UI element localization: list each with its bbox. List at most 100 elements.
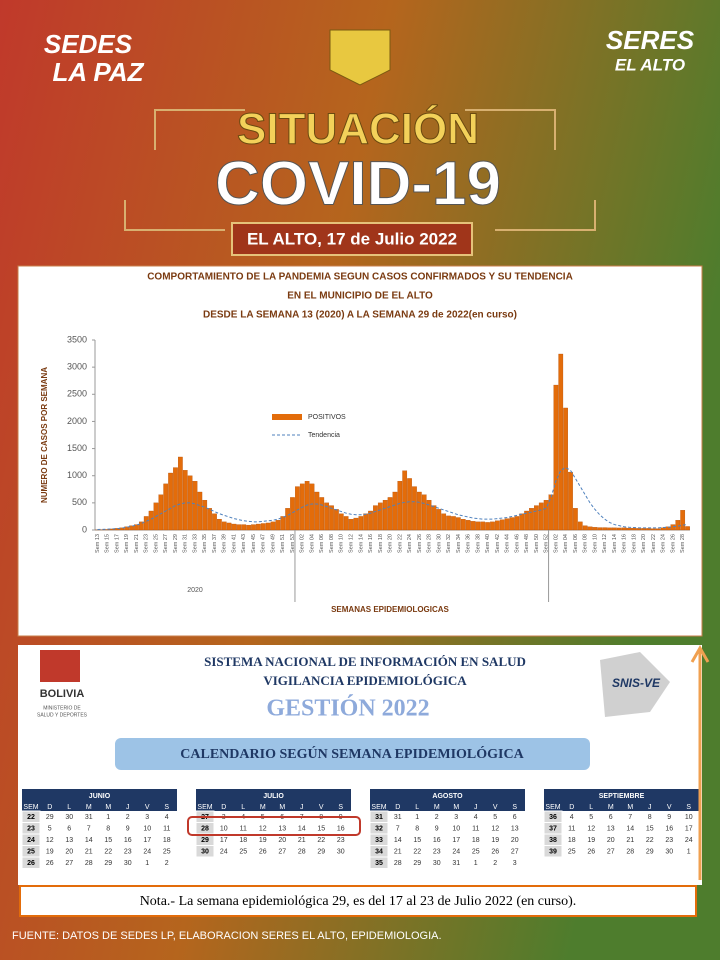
bar (270, 521, 276, 531)
y-tick-label: 2000 (67, 416, 87, 426)
bar (460, 518, 466, 531)
day: 18 (472, 837, 480, 844)
ministry: MINISTERIO DE (43, 705, 81, 711)
day: 13 (65, 837, 73, 844)
day: 7 (87, 825, 91, 832)
bar (612, 527, 617, 531)
month-bar (22, 789, 177, 803)
x-tick-label: Sem 34 (456, 534, 462, 553)
bar (651, 528, 656, 531)
day: 23 (124, 848, 132, 855)
day: 11 (163, 825, 170, 832)
x-tick-label: Sem 24 (661, 534, 667, 553)
day: 1 (415, 814, 419, 821)
day: 5 (589, 814, 593, 821)
x-tick-label: Sem 27 (163, 534, 169, 553)
bar (368, 510, 373, 531)
day: 11 (568, 825, 575, 832)
bar (207, 508, 212, 531)
day-header-bar (370, 803, 525, 811)
day-header: M (608, 804, 614, 811)
current-week-highlight (187, 816, 361, 836)
y-tick-label: 2500 (67, 389, 87, 399)
bar (451, 516, 456, 531)
bar (358, 516, 364, 531)
x-tick-label: Sem 18 (378, 534, 384, 553)
x-tick-label: Sem 24 (407, 534, 413, 553)
bar (680, 510, 686, 531)
week-number: 26 (27, 860, 35, 867)
x-tick-label: Sem 52 (544, 534, 550, 553)
x-tick-label: Sem 38 (475, 534, 481, 553)
bar (519, 513, 525, 531)
day: 22 (413, 848, 421, 855)
frame (124, 109, 596, 231)
day: 30 (337, 848, 345, 855)
day-header: S (512, 804, 517, 811)
day: 21 (394, 848, 402, 855)
x-tick-label: Sem 44 (505, 534, 511, 553)
bar (212, 513, 217, 531)
y-tick-label: 500 (72, 497, 87, 507)
day: 13 (607, 825, 615, 832)
day: 19 (259, 837, 267, 844)
legend-label: POSITIVOS (308, 414, 346, 421)
day: 20 (511, 837, 519, 844)
day: 26 (491, 848, 499, 855)
bar (538, 502, 544, 531)
right-logo: SERES (606, 25, 695, 55)
bar (387, 497, 393, 531)
day: 15 (646, 825, 654, 832)
day: 23 (665, 837, 673, 844)
day: 29 (413, 860, 421, 867)
day: 11 (472, 825, 479, 832)
bar (504, 518, 510, 531)
trend-line (97, 466, 688, 530)
x-tick-label: Sem 26 (417, 534, 423, 553)
x-tick-label: Sem 51 (280, 534, 286, 553)
day: 28 (626, 848, 634, 855)
x-tick-label: Sem 16 (622, 534, 628, 553)
day-header: V (667, 804, 672, 811)
day: 5 (48, 825, 52, 832)
date: EL ALTO, 17 de Julio 2022 (247, 229, 457, 248)
bar (436, 509, 442, 531)
day: 20 (65, 848, 73, 855)
bar (373, 505, 378, 531)
day: 8 (415, 825, 419, 832)
day: 31 (85, 814, 93, 821)
emblem (329, 29, 391, 86)
y-tick-label: 1500 (67, 443, 87, 453)
day-header: M (105, 804, 111, 811)
legend-swatch (272, 414, 302, 420)
right-logo: EL ALTO (615, 55, 685, 74)
x-tick-label: Sem 37 (212, 534, 218, 553)
bar (329, 505, 334, 531)
bar (231, 523, 237, 531)
x-tick-label: Sem 08 (329, 534, 335, 553)
day-header: J (300, 804, 304, 811)
day: 23 (433, 848, 441, 855)
day: 18 (239, 837, 247, 844)
x-tick-label: Sem 22 (397, 534, 403, 553)
bar (509, 517, 515, 531)
day: 15 (413, 837, 421, 844)
day: 4 (165, 814, 169, 821)
day: 1 (106, 814, 110, 821)
x-tick-label: Sem 14 (358, 534, 364, 553)
bar (621, 527, 627, 531)
x-tick-label: Sem 30 (436, 534, 442, 553)
x-tick-label: Sem 28 (680, 534, 686, 553)
bar (465, 520, 471, 531)
bar (597, 527, 603, 531)
bar (217, 518, 222, 531)
day-header: SEM (197, 804, 212, 811)
x-tick-label: Sem 12 (348, 534, 354, 553)
x-tick-label: Sem 32 (446, 534, 452, 553)
bar (685, 526, 690, 531)
day: 7 (628, 814, 632, 821)
x-tick-label: Sem 16 (368, 534, 374, 553)
bar (402, 470, 408, 531)
date-box (231, 222, 473, 256)
